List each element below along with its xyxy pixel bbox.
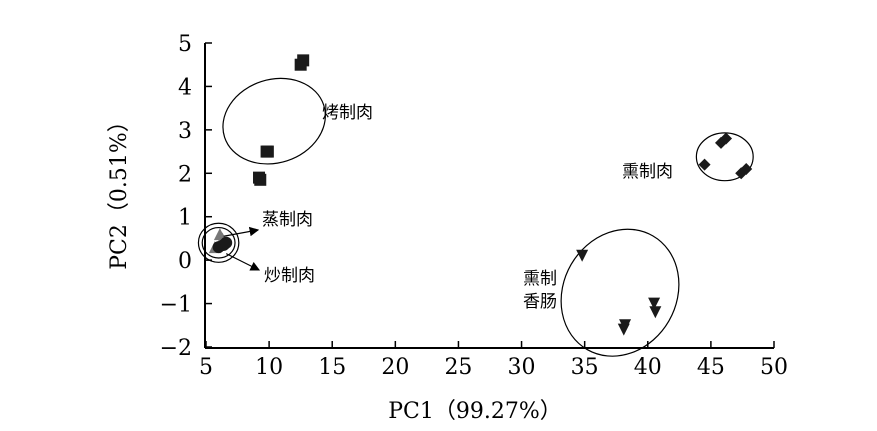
y-tick-label: 0 <box>178 249 192 274</box>
x-tick-label: 40 <box>634 355 662 380</box>
x-tick-label: 20 <box>381 355 409 380</box>
y-tick-label: 2 <box>178 162 192 187</box>
x-tick-label: 15 <box>318 355 346 380</box>
x-axis-title: PC1（99.27%） <box>388 399 562 424</box>
y-tick-label: −2 <box>160 336 192 361</box>
group-label-line: 炒制肉 <box>264 266 315 286</box>
confidence-ellipse <box>222 77 326 165</box>
y-tick-label: −1 <box>160 293 192 318</box>
confidence-ellipse <box>197 222 240 263</box>
x-tick-label: 30 <box>508 355 536 380</box>
group-label: 蒸制肉 <box>262 210 313 230</box>
confidence-ellipse <box>695 132 754 182</box>
data-point <box>740 162 753 175</box>
group-label-line: 熏制肉 <box>622 162 673 182</box>
axes <box>204 43 774 349</box>
x-tick-label: 50 <box>760 355 788 380</box>
y-tick-label: 1 <box>178 206 192 231</box>
x-tick-label: 45 <box>697 355 725 380</box>
confidence-ellipse <box>201 226 236 259</box>
y-axis-title: PC2（0.51%） <box>107 110 132 270</box>
data-point <box>720 132 733 145</box>
x-tick-label: 5 <box>199 355 213 380</box>
data-point <box>576 249 589 262</box>
x-tick-label: 25 <box>444 355 472 380</box>
x-tick-label: 35 <box>571 355 599 380</box>
x-tick-label: 10 <box>255 355 283 380</box>
label-arrow <box>225 253 261 271</box>
data-point <box>698 158 711 171</box>
data-point <box>261 145 274 158</box>
group-label-line: 熏制 <box>523 269 557 289</box>
confidence-ellipse <box>560 228 680 357</box>
data-point <box>648 297 661 310</box>
ellipse-group <box>197 77 754 357</box>
group-label-line: 蒸制肉 <box>262 210 313 230</box>
y-tick-label: 3 <box>178 119 192 144</box>
group-label: 烤制肉 <box>322 103 373 123</box>
group-label-line: 烤制肉 <box>322 103 373 123</box>
data-point <box>617 323 630 336</box>
group-label: 熏制肉 <box>622 162 673 182</box>
group-label: 炒制肉 <box>264 266 315 286</box>
data-point <box>297 54 310 67</box>
point-group <box>208 54 753 336</box>
data-point <box>254 173 267 186</box>
group-label-line: 香肠 <box>523 292 557 312</box>
data-point <box>220 236 233 249</box>
data-point <box>649 306 662 319</box>
group-label: 熏制香肠 <box>523 269 557 312</box>
label-arrow <box>223 226 260 237</box>
y-tick-label: 4 <box>178 75 192 100</box>
y-tick-label: 5 <box>178 32 192 57</box>
